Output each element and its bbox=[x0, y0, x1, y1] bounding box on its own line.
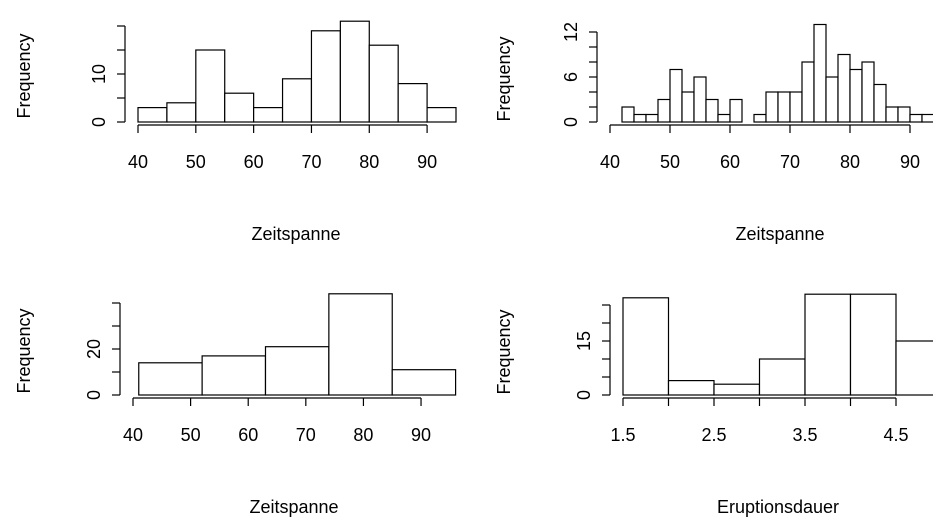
x-tick-label: 50 bbox=[660, 152, 680, 172]
bar bbox=[825, 76, 839, 123]
bar bbox=[667, 380, 715, 396]
x-tick-label: 40 bbox=[600, 152, 620, 172]
y-tick-label: 6 bbox=[561, 72, 581, 82]
x-axis-title: Zeitspanne bbox=[249, 497, 338, 517]
bar bbox=[310, 30, 341, 123]
bar bbox=[837, 53, 851, 123]
bar bbox=[669, 68, 683, 123]
bar bbox=[397, 82, 428, 123]
bar bbox=[909, 113, 923, 123]
bar bbox=[758, 358, 806, 396]
y-axis-title: Frequency bbox=[494, 309, 514, 394]
bar bbox=[426, 106, 457, 123]
x-tick-label: 70 bbox=[296, 425, 316, 445]
x-tick-label: 60 bbox=[720, 152, 740, 172]
y-tick-label: 12 bbox=[561, 22, 581, 42]
x-tick-label: 2.5 bbox=[701, 425, 726, 445]
bar bbox=[391, 369, 457, 396]
bar bbox=[253, 106, 284, 123]
bar bbox=[813, 23, 827, 123]
x-tick-label: 40 bbox=[123, 425, 143, 445]
bar bbox=[861, 61, 875, 123]
bar bbox=[138, 362, 203, 396]
y-tick-label: 15 bbox=[574, 331, 594, 351]
x-tick-label: 90 bbox=[417, 152, 437, 172]
bar bbox=[224, 92, 255, 123]
y-tick-label: 0 bbox=[561, 117, 581, 127]
bar bbox=[801, 61, 815, 123]
bar bbox=[804, 293, 852, 396]
x-axis-title: Eruptionsdauer bbox=[717, 497, 839, 517]
bar bbox=[705, 98, 719, 123]
x-tick-label: 80 bbox=[353, 425, 373, 445]
bar bbox=[281, 78, 313, 123]
x-axis-title: Zeitspanne bbox=[251, 224, 340, 244]
bar bbox=[137, 106, 168, 123]
bar bbox=[368, 44, 399, 123]
x-tick-label: 50 bbox=[181, 425, 201, 445]
bar bbox=[777, 91, 791, 123]
bar bbox=[339, 20, 370, 123]
x-tick-label: 80 bbox=[359, 152, 379, 172]
bar bbox=[921, 113, 933, 123]
x-tick-label: 1.5 bbox=[610, 425, 635, 445]
x-tick-label: 60 bbox=[244, 152, 264, 172]
bar bbox=[713, 383, 761, 396]
x-tick-label: 40 bbox=[128, 152, 148, 172]
bar bbox=[895, 340, 933, 396]
bar bbox=[873, 83, 887, 123]
x-tick-label: 90 bbox=[411, 425, 431, 445]
bar bbox=[849, 293, 897, 396]
y-tick-label: 0 bbox=[574, 390, 594, 400]
x-tick-label: 70 bbox=[780, 152, 800, 172]
bar bbox=[195, 49, 226, 123]
y-axis-title: Frequency bbox=[494, 36, 514, 121]
bar bbox=[622, 297, 670, 396]
y-tick-label: 10 bbox=[89, 64, 109, 84]
bar bbox=[885, 106, 899, 123]
x-tick-label: 60 bbox=[238, 425, 258, 445]
bar bbox=[645, 113, 659, 123]
bar bbox=[633, 113, 647, 123]
y-tick-label: 20 bbox=[84, 339, 104, 359]
x-axis-title: Zeitspanne bbox=[735, 224, 824, 244]
bar bbox=[729, 98, 743, 123]
bar bbox=[621, 106, 635, 123]
bar bbox=[657, 98, 671, 123]
bar bbox=[789, 91, 803, 123]
bar bbox=[717, 113, 731, 123]
x-tick-label: 90 bbox=[900, 152, 920, 172]
y-tick-label: 0 bbox=[89, 117, 109, 127]
bar bbox=[849, 68, 863, 123]
bar bbox=[681, 91, 695, 123]
bar bbox=[753, 113, 767, 123]
y-tick-label: 0 bbox=[84, 390, 104, 400]
bar bbox=[166, 102, 197, 123]
bar bbox=[264, 346, 330, 396]
bar bbox=[201, 355, 267, 396]
x-tick-label: 50 bbox=[186, 152, 206, 172]
y-axis-title: Frequency bbox=[14, 308, 34, 393]
x-tick-label: 4.5 bbox=[883, 425, 908, 445]
x-tick-label: 70 bbox=[301, 152, 321, 172]
x-tick-label: 3.5 bbox=[792, 425, 817, 445]
bar bbox=[693, 76, 707, 123]
y-axis-title: Frequency bbox=[14, 33, 34, 118]
bar bbox=[765, 91, 779, 123]
bar bbox=[897, 106, 911, 123]
x-tick-label: 80 bbox=[840, 152, 860, 172]
bar bbox=[328, 293, 393, 396]
